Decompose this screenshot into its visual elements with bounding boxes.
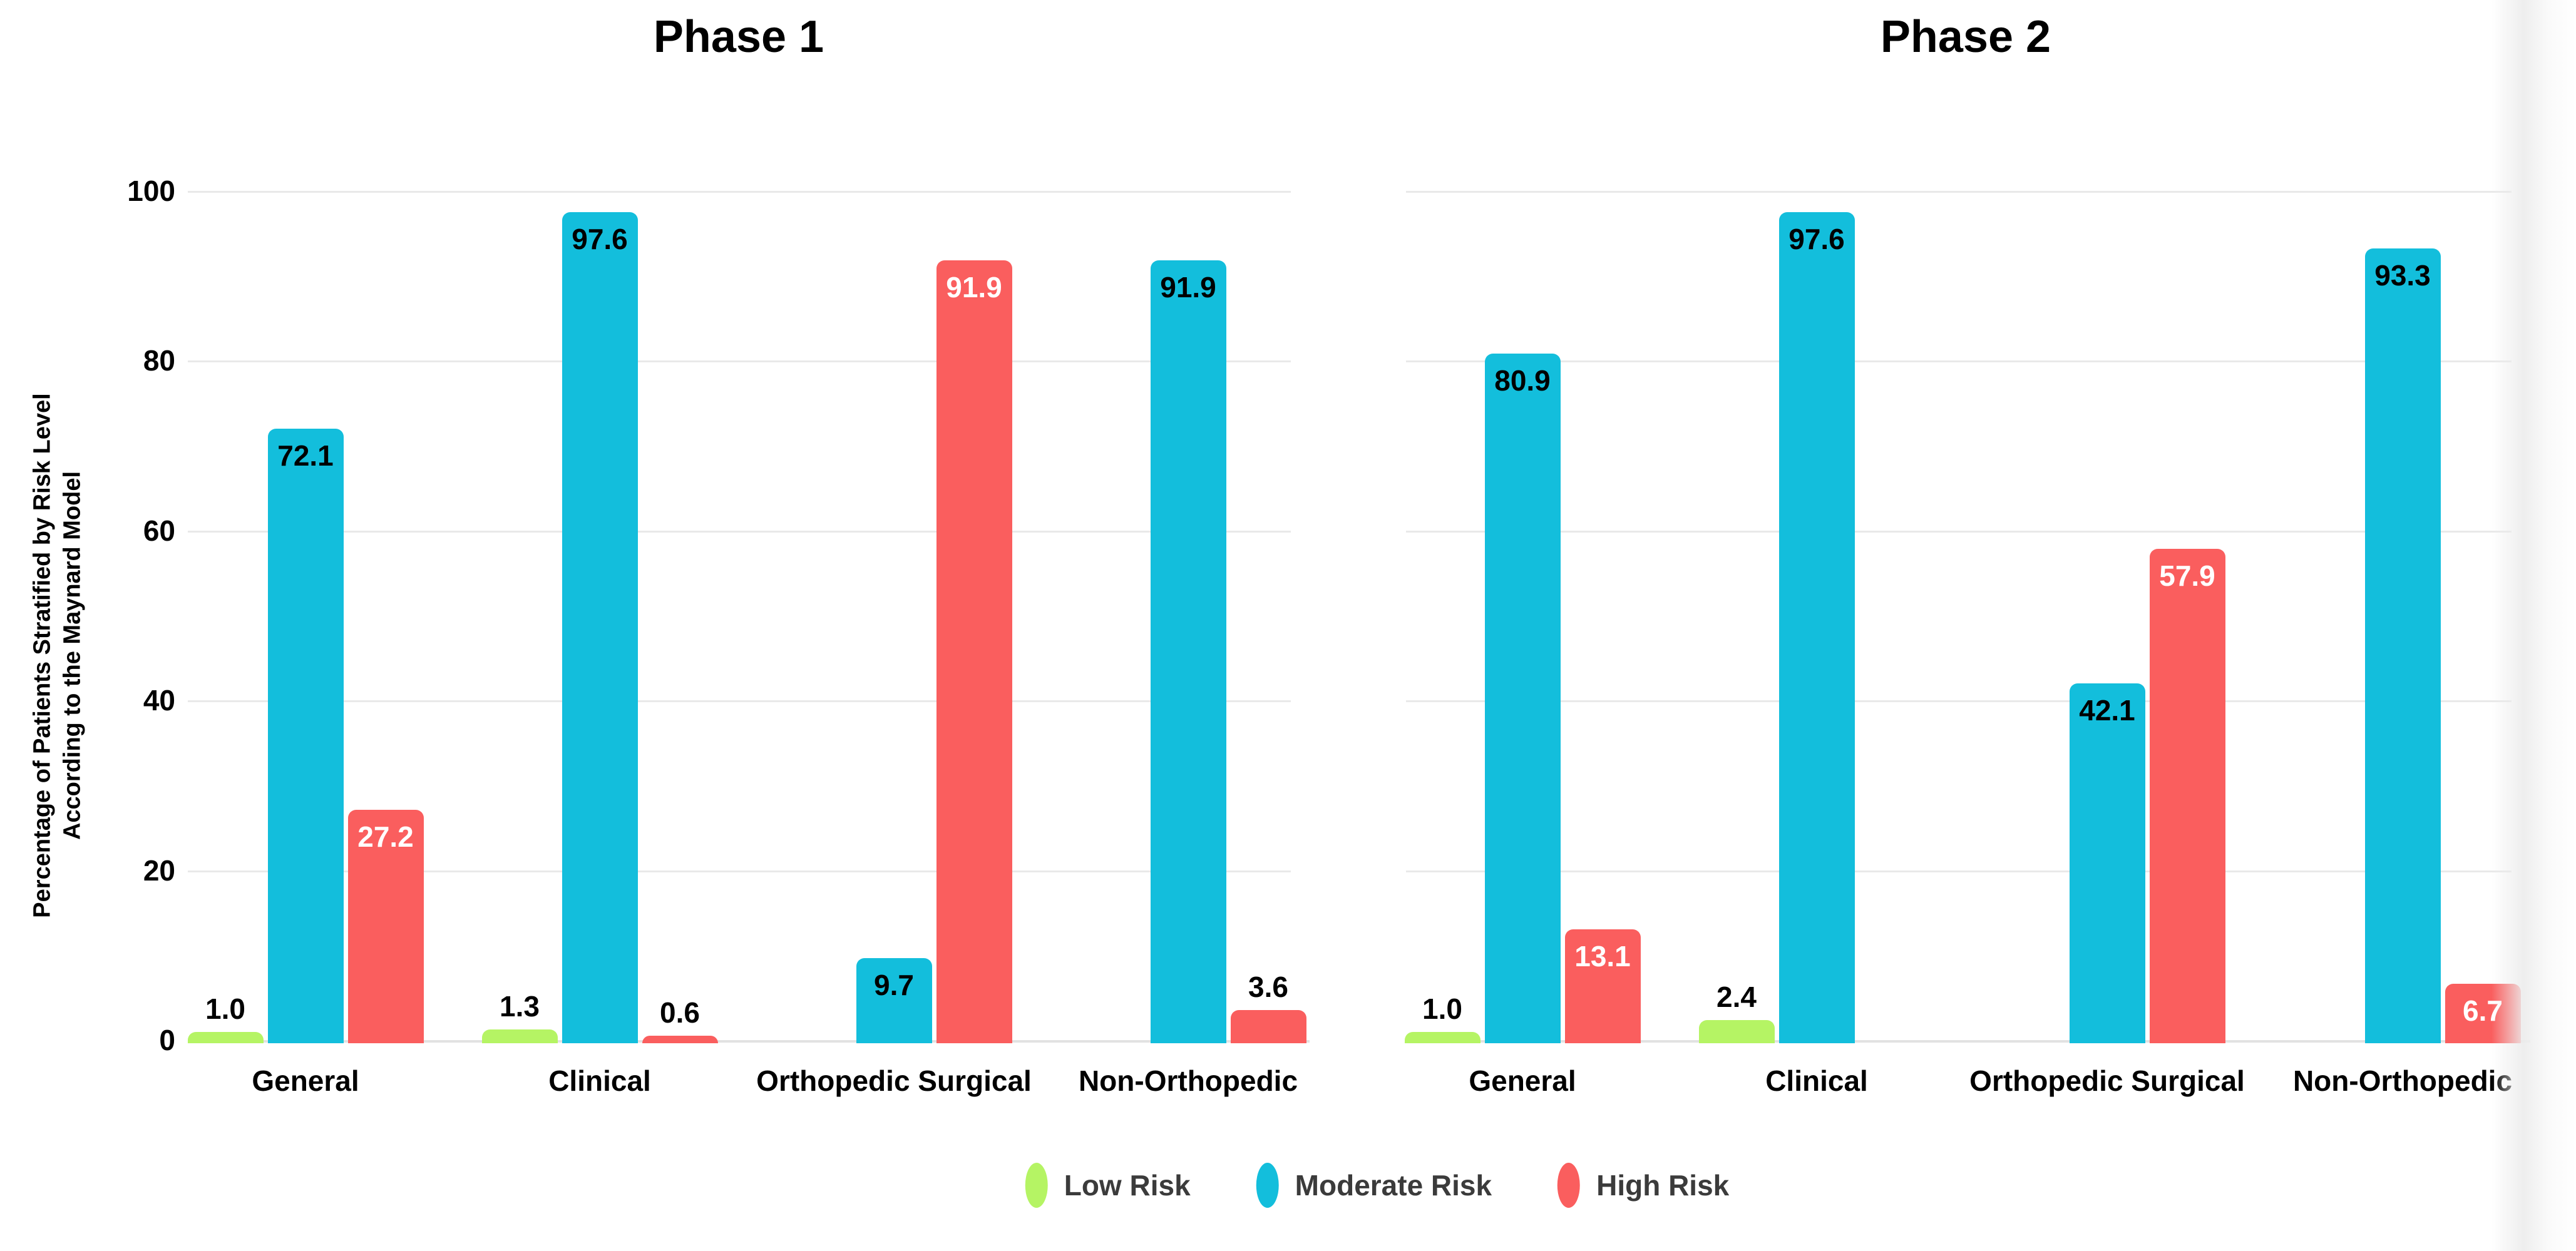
low-risk-marker-icon (1025, 1163, 1048, 1208)
bar-phase-1-general-high-risk (347, 809, 424, 1043)
x-category-label-clinical: Clinical (1765, 1065, 1868, 1097)
moderate-risk-marker-icon (1256, 1163, 1279, 1208)
y-tick-label-100: 100 (127, 175, 175, 207)
bar-phase-2-general-low-risk-value-label: 1.0 (1422, 993, 1462, 1026)
y-axis-title: Percentage of Patients Stratified by Ris… (28, 186, 88, 1125)
bar-phase-1-general-moderate-risk-value-label: 72.1 (277, 439, 334, 472)
bar-phase-1-non-orthopedic-high-risk (1230, 1010, 1306, 1043)
bar-phase-2-non-orthopedic-moderate-risk (2364, 248, 2441, 1043)
gridline-40 (1406, 700, 2512, 703)
x-axis-baseline (188, 1040, 1310, 1043)
bar-phase-2-non-orthopedic-moderate-risk-value-label: 93.3 (2374, 258, 2431, 292)
x-category-label-non-orthopedic: Non-Orthopedic (2292, 1065, 2513, 1097)
legend: Low Risk Moderate Risk High Risk (1025, 1163, 1729, 1208)
x-category-label-clinical: Clinical (548, 1065, 651, 1097)
y-tick-label-80: 80 (143, 344, 175, 377)
bar-phase-1-clinical-high-risk (642, 1035, 718, 1043)
high-risk-marker-icon (1557, 1163, 1581, 1208)
gridline-80 (1406, 360, 2512, 363)
gridline-100 (188, 191, 1291, 193)
bar-phase-2-clinical-low-risk (1698, 1020, 1775, 1043)
legend-item-low-risk: Low Risk (1025, 1163, 1191, 1208)
bar-phase-1-clinical-moderate-risk-value-label: 97.6 (572, 222, 628, 255)
bar-phase-1-general-low-risk-value-label: 1.0 (205, 993, 245, 1026)
x-category-label-orthopedic-surgical: Orthopedic Surgical (1969, 1065, 2245, 1097)
gridline-40 (188, 700, 1291, 703)
x-category-label-general: General (1469, 1065, 1576, 1097)
bar-phase-1-clinical-high-risk-value-label: 0.6 (660, 996, 700, 1029)
y-tick-label-60: 60 (143, 514, 175, 547)
y-tick-label-40: 40 (143, 684, 175, 717)
bar-phase-1-general-moderate-risk (267, 428, 344, 1043)
bar-phase-1-clinical-moderate-risk (562, 212, 638, 1043)
legend-item-high-risk: High Risk (1557, 1163, 1729, 1208)
bar-phase-1-non-orthopedic-high-risk-value-label: 3.6 (1248, 971, 1288, 1004)
bar-phase-2-general-low-risk (1404, 1032, 1480, 1043)
bar-phase-2-orthopedic-surgical-high-risk-value-label: 57.9 (2159, 559, 2215, 593)
y-axis-title-line-2: According to the Maynard Model (59, 471, 85, 840)
bar-phase-2-general-high-risk (1564, 929, 1641, 1043)
panel-title-phase-1: Phase 1 (653, 12, 824, 62)
bar-phase-2-general-high-risk-value-label: 13.1 (1574, 940, 1631, 973)
x-category-label-non-orthopedic: Non-Orthopedic (1078, 1065, 1298, 1097)
bar-phase-1-non-orthopedic-moderate-risk-value-label: 91.9 (1160, 270, 1216, 304)
bar-phase-2-orthopedic-surgical-moderate-risk-value-label: 42.1 (2079, 693, 2135, 727)
x-category-label-orthopedic-surgical: Orthopedic Surgical (756, 1065, 1032, 1097)
bar-phase-1-orthopedic-surgical-high-risk (936, 260, 1012, 1043)
bar-phase-2-clinical-low-risk-value-label: 2.4 (1716, 981, 1757, 1014)
legend-label-high-risk: High Risk (1596, 1169, 1730, 1202)
bar-phase-1-clinical-low-risk (481, 1029, 558, 1043)
legend-label-moderate-risk: Moderate Risk (1295, 1169, 1492, 1202)
bar-phase-2-orthopedic-surgical-moderate-risk (2069, 683, 2145, 1043)
gridline-60 (188, 530, 1291, 533)
bar-phase-1-orthopedic-surgical-moderate-risk (856, 958, 932, 1043)
panel-title-phase-2: Phase 2 (1880, 12, 2051, 62)
y-axis-title-line-1: Percentage of Patients Stratified by Ris… (29, 393, 56, 918)
gridline-100 (1406, 191, 2512, 193)
legend-label-low-risk: Low Risk (1064, 1169, 1191, 1202)
x-category-label-general: General (252, 1065, 359, 1097)
bar-phase-2-orthopedic-surgical-high-risk (2149, 549, 2225, 1043)
gridline-60 (1406, 530, 2512, 533)
gridline-80 (188, 360, 1291, 363)
gridline-20 (1406, 870, 2512, 872)
bar-phase-1-general-high-risk-value-label: 27.2 (357, 820, 414, 853)
bar-phase-1-orthopedic-surgical-high-risk-value-label: 91.9 (946, 270, 1002, 304)
bar-phase-2-clinical-moderate-risk-value-label: 97.6 (1788, 222, 1845, 255)
x-axis-baseline (1406, 1040, 2530, 1043)
bar-phase-2-general-moderate-risk-value-label: 80.9 (1494, 364, 1551, 397)
legend-item-moderate-risk: Moderate Risk (1256, 1163, 1492, 1208)
bar-phase-1-general-low-risk (187, 1032, 264, 1043)
bar-phase-2-non-orthopedic-high-risk-value-label: 6.7 (2463, 994, 2503, 1028)
bar-phase-1-clinical-low-risk-value-label: 1.3 (500, 990, 540, 1023)
bar-phase-2-clinical-moderate-risk (1778, 212, 1855, 1043)
y-tick-label-20: 20 (143, 854, 175, 887)
bar-phase-2-general-moderate-risk (1484, 354, 1561, 1043)
bar-phase-1-orthopedic-surgical-moderate-risk-value-label: 9.7 (874, 969, 914, 1002)
y-tick-label-0: 0 (159, 1024, 175, 1056)
gridline-20 (188, 870, 1291, 872)
bar-phase-1-non-orthopedic-moderate-risk (1150, 260, 1226, 1043)
